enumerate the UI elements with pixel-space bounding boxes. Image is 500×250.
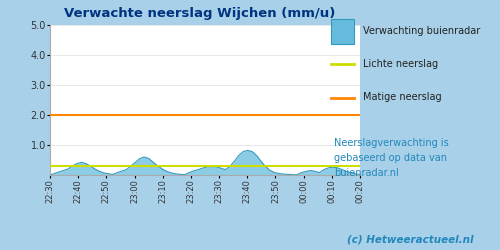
Text: Neerslagverwachting is
gebaseerd op data van
buienradar.nl: Neerslagverwachting is gebaseerd op data… [334,138,449,178]
Text: Verwachte neerslag Wijchen (mm/u): Verwachte neerslag Wijchen (mm/u) [64,8,336,20]
FancyBboxPatch shape [332,19,354,44]
Text: Matige neerslag: Matige neerslag [364,92,442,102]
Text: Lichte neerslag: Lichte neerslag [364,59,438,69]
Text: Verwachting buienradar: Verwachting buienradar [364,26,480,36]
Text: (c) Hetweeractueel.nl: (c) Hetweeractueel.nl [347,235,473,245]
